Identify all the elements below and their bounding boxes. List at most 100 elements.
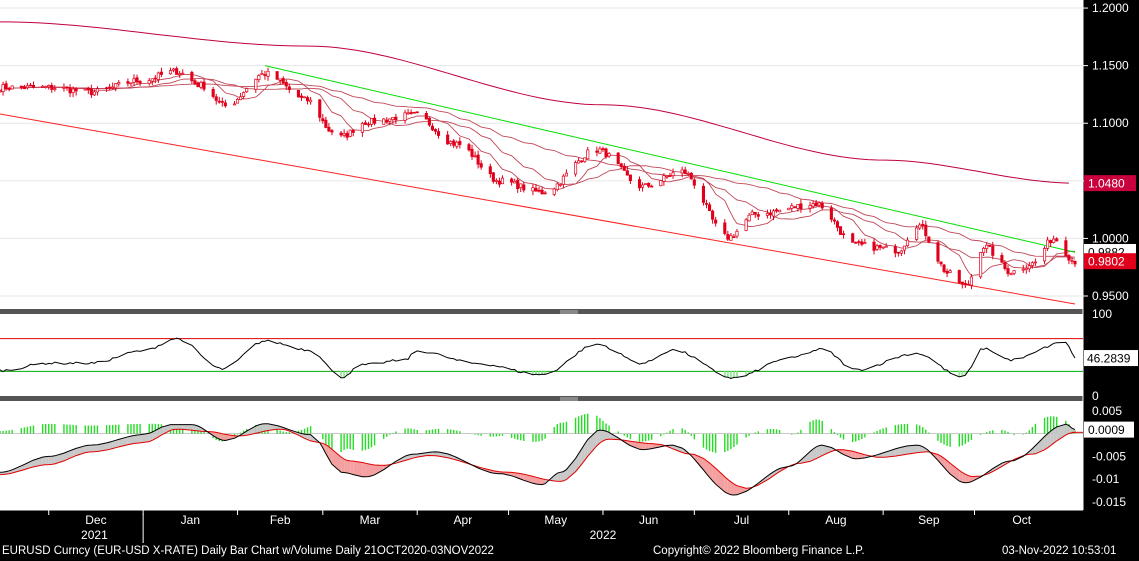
macd-fill (331, 449, 342, 473)
candle-body (982, 247, 986, 253)
candle-body (47, 84, 51, 88)
macd-fill (904, 445, 908, 455)
x-tick-label: Oct (1012, 513, 1031, 527)
macd-fill (133, 435, 138, 444)
macd-fill (1035, 436, 1045, 454)
candle-body (214, 96, 218, 101)
price-pane (0, 7, 1083, 305)
candle-body (369, 118, 374, 125)
macd-fill (63, 451, 67, 461)
macd-fill (109, 441, 113, 450)
candle-body (771, 210, 776, 217)
candle-body (1003, 262, 1007, 269)
macd-fill (947, 460, 951, 475)
macd-fill (858, 453, 862, 459)
candle-body (135, 77, 139, 83)
candle-body (391, 116, 395, 120)
macd-fill (922, 446, 926, 453)
macd-fill (535, 477, 540, 485)
candle-body (217, 100, 221, 103)
candle-body (373, 117, 377, 124)
macd-fill (158, 427, 162, 437)
candle-body (175, 68, 179, 75)
rsi-tick-label: 0 (1092, 389, 1099, 403)
macd-fill (137, 434, 141, 444)
macd-fill (642, 442, 646, 450)
ma-long-value-badge: 1.0480 (1088, 177, 1125, 191)
candle-body (768, 212, 773, 216)
candle-body (147, 80, 151, 85)
candle-body (28, 84, 33, 87)
candle-body (625, 170, 629, 176)
candle-body (360, 123, 364, 133)
candle-body (108, 86, 112, 89)
candle-body (671, 172, 675, 177)
price-tick-label: 1.2000 (1092, 1, 1129, 15)
pane-divider (0, 309, 1083, 314)
candle-body (430, 125, 434, 131)
footer-security-description: EURUSD Curncy (EUR-USD X-RATE) Daily Bar… (2, 545, 494, 557)
macd-fill (627, 440, 631, 446)
candle-body (884, 245, 888, 248)
candle-body (522, 184, 526, 191)
macd-fill (950, 463, 960, 482)
candle-body (74, 88, 78, 92)
candle-body (339, 132, 343, 136)
candle-body (863, 242, 867, 245)
candle-body (172, 68, 176, 71)
macd-fill (371, 464, 375, 476)
year-label: 2022 (590, 528, 617, 542)
macd-fill (155, 428, 159, 439)
candle-body (686, 172, 690, 175)
candle-body (513, 180, 517, 184)
candle-body (452, 140, 456, 146)
candle-body (875, 245, 879, 250)
candle-body (899, 250, 903, 254)
macd-fill (673, 445, 683, 453)
candle-body (595, 150, 599, 153)
candle-body (455, 141, 459, 147)
candle-body (915, 227, 919, 240)
candle-body (178, 73, 182, 75)
macd-fill (1044, 433, 1048, 450)
macd-fill (152, 430, 156, 441)
macd-fill (584, 439, 588, 461)
candle-body (287, 86, 291, 91)
candle-body (4, 83, 8, 90)
x-tick-label: Aug (825, 513, 846, 527)
candle-body (924, 224, 928, 237)
macd-fill (130, 435, 134, 445)
footer-copyright: Copyright© 2022 Bloomberg Finance L.P. (653, 545, 865, 557)
x-tick-label: Mar (360, 513, 381, 527)
macd-fill (1065, 424, 1069, 435)
macd-tick-label: -0.005 (1092, 449, 1126, 463)
candle-body (543, 192, 547, 195)
year-label: 2021 (81, 528, 108, 542)
candle-body (342, 133, 346, 136)
candle-body (266, 70, 270, 77)
macd-fill (42, 456, 46, 466)
macd-fill (173, 424, 177, 430)
candle-body (744, 219, 748, 231)
candle-body (363, 122, 367, 125)
candle-body (403, 112, 407, 121)
candle-body (860, 241, 864, 245)
macd-fill (341, 457, 345, 473)
candle-body (111, 86, 115, 89)
candle-body (433, 129, 438, 132)
macd-fill (191, 424, 195, 431)
candle-body (778, 209, 782, 213)
candle-body (540, 189, 544, 195)
macd-fill (432, 451, 436, 456)
macd-fill (883, 451, 887, 458)
candle-body (893, 246, 897, 254)
candle-body (150, 78, 154, 82)
axes: 1.20001.15001.10001.05001.00000.95001.04… (48, 1, 1138, 543)
candle-body (86, 87, 90, 91)
candle-body (607, 153, 611, 157)
candle-body (564, 172, 568, 177)
macd-fill (374, 465, 384, 475)
candle-body (239, 96, 243, 101)
candle-body (470, 148, 474, 157)
macd-fill (800, 451, 811, 464)
